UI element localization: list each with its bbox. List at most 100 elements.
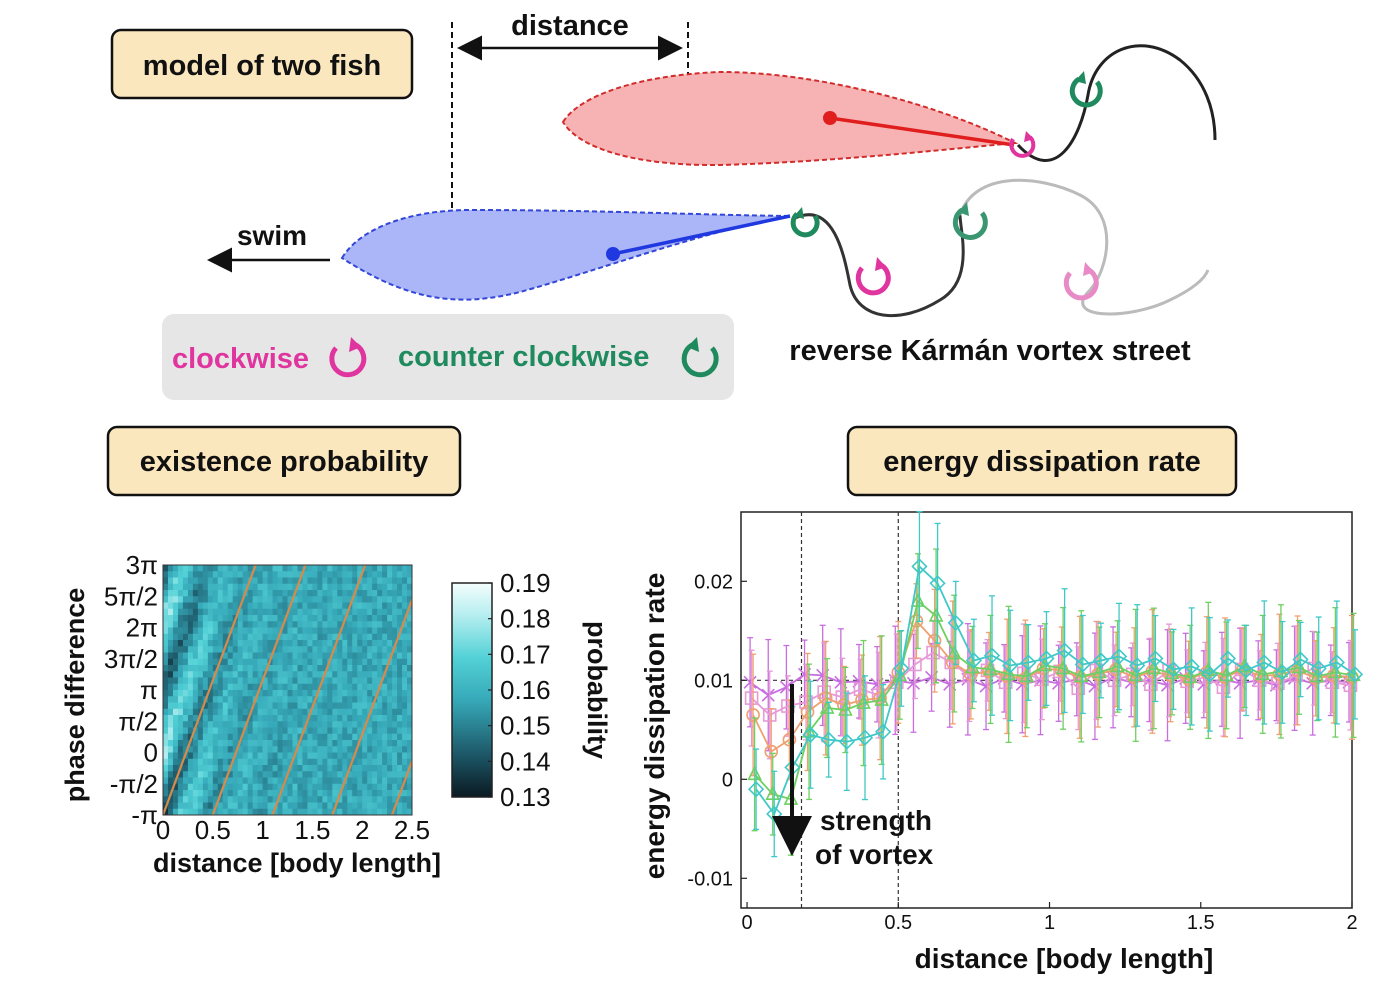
heatmap-cell — [247, 621, 254, 628]
heatmap-cell — [322, 633, 328, 641]
heatmap-cell — [332, 702, 338, 710]
heatmap-cell — [282, 583, 288, 591]
heatmap-cell — [372, 565, 378, 572]
heatmap-cell — [232, 708, 239, 716]
heatmap-cell — [257, 790, 263, 797]
heatmap-cell — [277, 671, 283, 678]
heatmap-cell — [272, 808, 278, 815]
heatmap-cell — [337, 658, 343, 666]
heatmap-cell — [242, 683, 249, 691]
energy-data-point — [1292, 651, 1309, 668]
heatmap-cell — [182, 640, 189, 647]
heatmap-cell — [163, 721, 169, 728]
energy-y-tick-label: -0.01 — [687, 868, 733, 890]
heatmap-cell — [337, 727, 343, 735]
heatmap-cell — [242, 808, 249, 815]
heatmap-cell — [217, 715, 224, 722]
heatmap-cell — [247, 633, 254, 641]
heatmap-cell — [382, 596, 388, 603]
heatmap-cell — [287, 790, 293, 797]
heatmap-cell — [252, 671, 259, 678]
heatmap-cell — [387, 646, 393, 653]
heatmap-cell — [187, 608, 194, 616]
heatmap-cell — [197, 721, 204, 728]
heatmap-guide-line — [163, 565, 257, 815]
energy-data-point — [1144, 677, 1158, 692]
heatmap-cell — [382, 590, 388, 597]
heatmap-cell — [402, 790, 408, 797]
heatmap-cell — [202, 765, 209, 772]
heatmap-cell — [332, 652, 338, 660]
heatmap-cell — [207, 596, 214, 603]
heatmap-cell — [292, 746, 298, 753]
heatmap-cell — [347, 640, 353, 647]
heatmap-cell — [197, 658, 204, 666]
energy-data-point — [911, 558, 928, 575]
heatmap-cell — [237, 777, 244, 785]
heatmap-cell — [252, 721, 259, 728]
heatmap-cell — [307, 683, 313, 691]
heatmap-cell — [387, 746, 393, 753]
heatmap-cell — [282, 702, 288, 710]
heatmap-cell — [332, 690, 338, 697]
model-title: model of two fish — [143, 50, 381, 82]
heatmap-cell — [272, 740, 278, 747]
heatmap-cell — [347, 727, 353, 735]
heatmap-cell — [182, 621, 189, 628]
heatmap-cell — [222, 615, 229, 622]
heatmap-cell — [242, 752, 249, 760]
heatmap-cell — [202, 640, 209, 647]
heatmap-cell — [192, 665, 199, 672]
heatmap-cell — [352, 733, 358, 741]
heatmap-cell — [372, 621, 378, 628]
heatmap-cell — [352, 796, 358, 803]
heatmap-cell — [357, 746, 363, 753]
heatmap-cell — [382, 715, 388, 722]
heatmap-cell — [382, 796, 388, 803]
heatmap-cell — [232, 721, 239, 728]
energy-data-point — [1201, 666, 1218, 683]
heatmap-cell — [242, 583, 249, 591]
heatmap-cell — [257, 765, 263, 772]
heatmap-cell — [172, 621, 179, 628]
energy-data-point — [1219, 650, 1237, 667]
heatmap-cell — [267, 577, 273, 585]
heatmap-cell — [192, 727, 199, 735]
heatmap-cell — [237, 608, 244, 616]
heatmap-cell — [217, 733, 224, 741]
heatmap-cell — [287, 733, 293, 741]
energy-y-tick-label: 0.02 — [694, 571, 733, 593]
heatmap-cell — [172, 602, 179, 610]
heatmap-cell — [367, 796, 373, 803]
heatmap-cell — [187, 627, 194, 635]
heatmap-cell — [217, 683, 224, 691]
heatmap-cell — [172, 658, 179, 666]
heatmap-cell — [407, 777, 412, 785]
heatmap-cell — [377, 608, 383, 616]
heatmap-cell — [177, 783, 184, 791]
heatmap-cell — [327, 740, 333, 747]
heatmap-cell — [387, 796, 393, 803]
heatmap-cell — [252, 796, 259, 803]
energy-data-point — [1038, 650, 1055, 667]
heatmap-cell — [402, 702, 408, 710]
heatmap-cell — [182, 708, 189, 716]
heatmap-cell — [397, 708, 403, 716]
energy-data-point — [964, 667, 978, 682]
heatmap-cell — [272, 758, 278, 766]
heatmap-cell — [292, 790, 298, 797]
heatmap-cell — [272, 796, 278, 803]
heatmap-cell — [397, 752, 403, 760]
heatmap-cell — [372, 721, 378, 728]
heatmap-cell — [247, 671, 254, 678]
heatmap-cell — [192, 802, 199, 810]
heatmap-cell — [177, 796, 184, 803]
heatmap-cell — [392, 627, 398, 635]
energy-data-point — [1020, 654, 1037, 671]
heatmap-cell — [362, 602, 368, 610]
heatmap-cell — [192, 733, 199, 741]
heatmap-cell — [392, 565, 398, 572]
heatmap-cell — [177, 683, 184, 691]
heatmap-cell — [317, 665, 323, 672]
heatmap-cell — [197, 733, 204, 741]
